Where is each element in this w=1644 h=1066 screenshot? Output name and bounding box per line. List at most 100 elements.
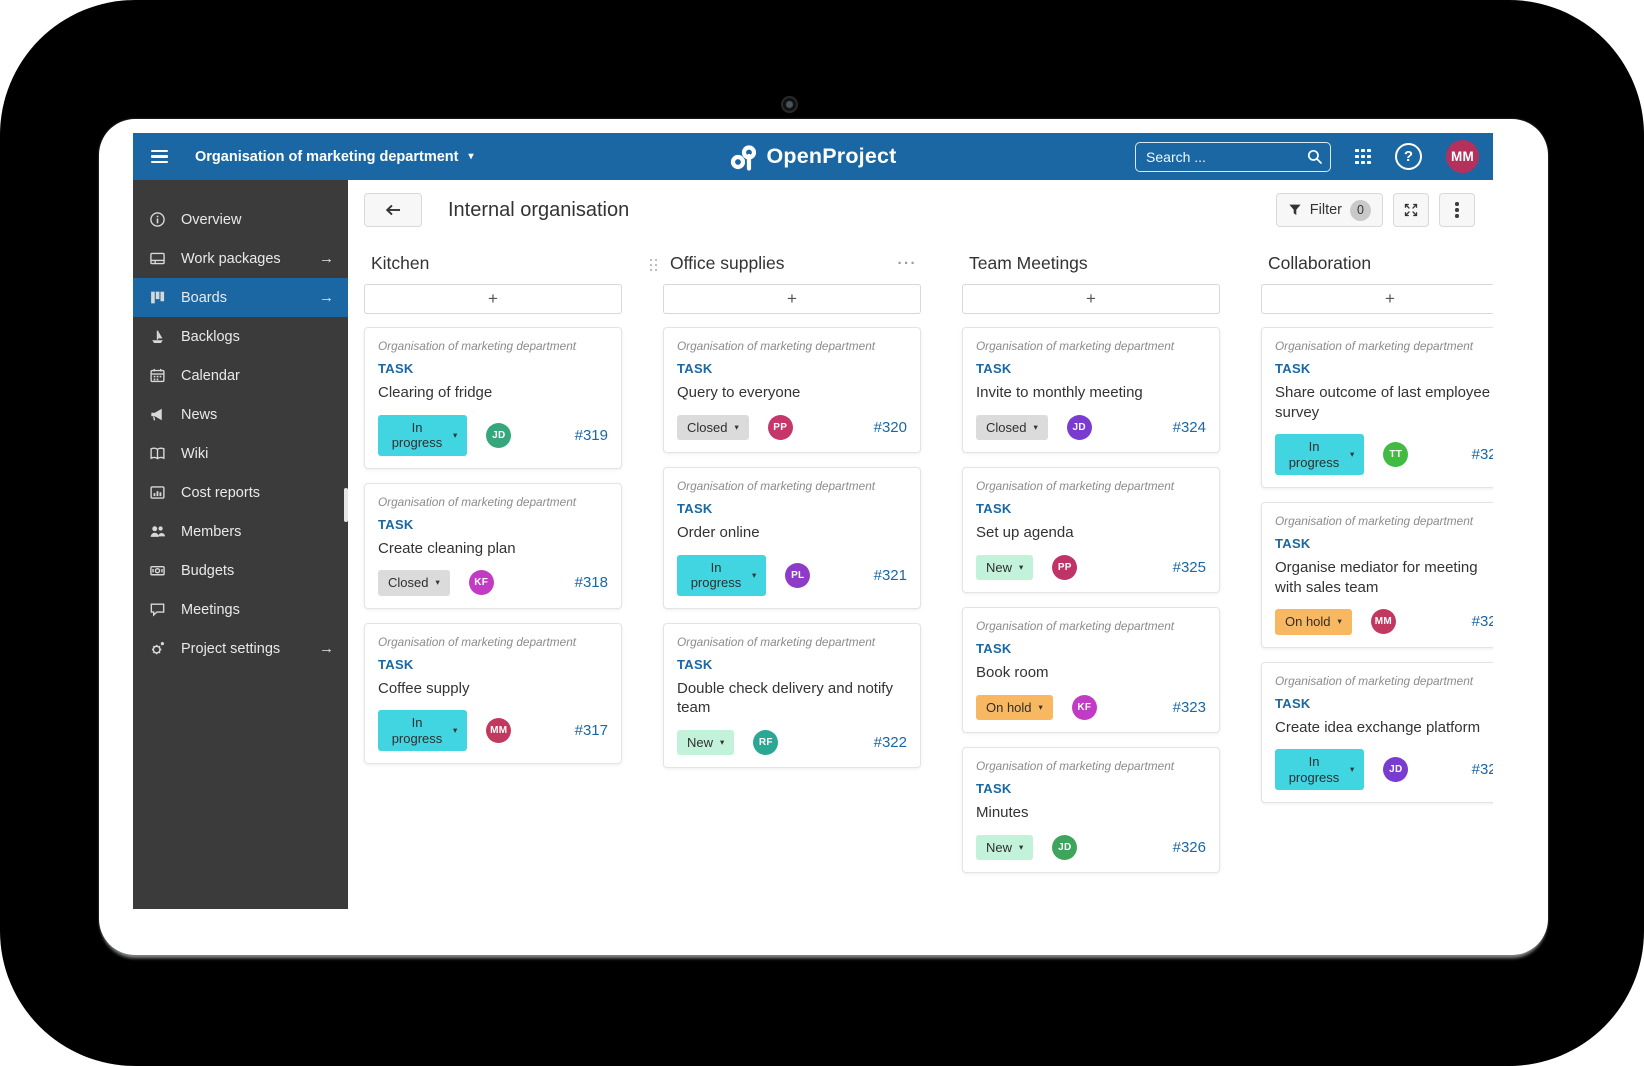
filter-count-badge: 0 — [1350, 199, 1371, 221]
search-input[interactable] — [1135, 141, 1332, 172]
card-project: Organisation of marketing department — [677, 339, 876, 353]
card-type: TASK — [1275, 695, 1311, 711]
card-footer: In progress ▾ JD #319 — [378, 414, 608, 456]
settings-gear-icon — [151, 642, 164, 655]
add-card-button[interactable]: + — [962, 284, 1220, 314]
filter-button-label: Filter — [1309, 202, 1342, 218]
hamburger-menu-icon[interactable] — [151, 149, 168, 164]
work-package-card[interactable]: Organisation of marketing department TAS… — [1261, 661, 1493, 804]
card-id: #318 — [574, 574, 608, 592]
card-title: Book room — [976, 664, 1049, 682]
status-caret-icon: ▾ — [1038, 701, 1043, 712]
status-caret-icon: ▾ — [435, 577, 440, 588]
budgets-icon — [150, 565, 165, 576]
column-title: Team Meetings — [969, 253, 1088, 273]
cost-reports-icon — [150, 486, 165, 499]
card-title: Create idea exchange platform — [1275, 718, 1481, 736]
arrow-left-icon — [385, 204, 400, 216]
card-title: Query to everyone — [677, 384, 801, 401]
work-package-card[interactable]: Organisation of marketing department TAS… — [364, 327, 622, 469]
apps-grid-icon[interactable] — [1355, 148, 1371, 165]
column-menu-button[interactable]: ··· — [897, 255, 917, 272]
add-card-button[interactable]: + — [364, 284, 622, 314]
project-switcher[interactable]: Organisation of marketing department ▾ — [195, 149, 474, 165]
sidebar-item-project-settings[interactable]: Project settings → — [133, 629, 348, 668]
card-type: TASK — [976, 641, 1012, 657]
sidebar-item-work-packages[interactable]: Work packages → — [133, 239, 348, 278]
search-icon[interactable] — [1307, 149, 1323, 165]
board-columns: Kitchen ··· + Organisation of marketing … — [348, 227, 1493, 909]
sidebar-item-members[interactable]: Members — [133, 512, 348, 551]
search-input-wrapper — [1135, 141, 1332, 172]
sidebar-item-budgets[interactable]: Budgets — [133, 551, 348, 590]
work-package-card[interactable]: Organisation of marketing department TAS… — [1261, 502, 1493, 648]
sidebar-item-news[interactable]: News — [133, 395, 348, 434]
card-footer: Closed ▾ PP #320 — [677, 414, 907, 441]
column-title: Kitchen — [371, 253, 430, 273]
status-chip[interactable]: New ▾ — [976, 554, 1034, 581]
add-card-button[interactable]: + — [663, 284, 921, 314]
work-package-card[interactable]: Organisation of marketing department TAS… — [663, 622, 921, 769]
work-package-card[interactable]: Organisation of marketing department TAS… — [663, 467, 921, 609]
project-sidebar: Overview Work packages → — [133, 180, 348, 909]
card-title: Set up agenda — [976, 524, 1074, 542]
sidebar-item-boards[interactable]: Boards → — [133, 278, 348, 317]
user-avatar[interactable]: MM — [1446, 140, 1479, 173]
status-chip[interactable]: New ▾ — [976, 834, 1034, 861]
status-caret-icon: ▾ — [1350, 449, 1355, 460]
avatar: JD — [486, 422, 512, 448]
work-package-card[interactable]: Organisation of marketing department TAS… — [364, 622, 622, 765]
avatar: MM — [1370, 609, 1396, 635]
column-drag-handle-icon[interactable] — [650, 259, 658, 271]
top-navigation-bar: Organisation of marketing department ▾ O… — [133, 133, 1493, 180]
status-chip[interactable]: Closed ▾ — [976, 414, 1048, 441]
work-package-card[interactable]: Organisation of marketing department TAS… — [962, 327, 1220, 454]
card-id: #324 — [1172, 418, 1206, 436]
work-package-card[interactable]: Organisation of marketing department TAS… — [1261, 327, 1493, 489]
sidebar-item-cost-reports[interactable]: Cost reports — [133, 473, 348, 512]
card-list: Organisation of marketing department TAS… — [364, 327, 622, 765]
add-card-button[interactable]: + — [1261, 284, 1493, 314]
work-package-card[interactable]: Organisation of marketing department TAS… — [663, 327, 921, 454]
openproject-logo[interactable]: OpenProject — [729, 133, 896, 180]
card-id: #320 — [873, 418, 907, 436]
more-options-button[interactable] — [1439, 193, 1475, 227]
filter-funnel-icon — [1289, 204, 1301, 215]
work-package-card[interactable]: Organisation of marketing department TAS… — [364, 482, 622, 609]
avatar: KF — [1071, 694, 1097, 720]
status-chip[interactable]: On hold ▾ — [1275, 609, 1352, 635]
card-id: #329 — [1471, 761, 1493, 779]
filter-button[interactable]: Filter 0 — [1275, 193, 1383, 227]
status-chip[interactable]: In progress ▾ — [1275, 434, 1365, 476]
sidebar-item-label: Calendar — [181, 367, 240, 384]
status-chip[interactable]: In progress ▾ — [378, 710, 468, 752]
sidebar-item-label: Cost reports — [181, 484, 260, 501]
board-toolbar: Internal organisation Filter 0 — [348, 180, 1493, 227]
work-package-card[interactable]: Organisation of marketing department TAS… — [962, 607, 1220, 734]
status-chip[interactable]: In progress ▾ — [677, 554, 767, 596]
sidebar-item-wiki[interactable]: Wiki — [133, 434, 348, 473]
sidebar-item-meetings[interactable]: Meetings — [133, 590, 348, 629]
status-caret-icon: ▾ — [453, 429, 458, 440]
status-chip[interactable]: In progress ▾ — [378, 414, 468, 456]
info-icon — [150, 212, 165, 227]
sidebar-item-calendar[interactable]: Calendar — [133, 356, 348, 395]
help-icon[interactable]: ? — [1395, 143, 1422, 170]
card-title: Clearing of fridge — [378, 384, 493, 401]
card-footer: New ▾ JD #326 — [976, 834, 1206, 861]
sidebar-item-overview[interactable]: Overview — [133, 200, 348, 239]
work-package-card[interactable]: Organisation of marketing department TAS… — [962, 747, 1220, 874]
status-chip[interactable]: Closed ▾ — [677, 414, 749, 441]
status-chip[interactable]: New ▾ — [677, 729, 735, 756]
card-id: #319 — [574, 426, 608, 444]
sidebar-item-label: Budgets — [181, 562, 235, 579]
sidebar-resize-handle[interactable] — [344, 488, 348, 522]
board-column: Collaboration ··· + Organisation of mark… — [1261, 253, 1493, 804]
status-chip[interactable]: Closed ▾ — [378, 570, 450, 596]
back-button[interactable] — [364, 193, 422, 227]
sidebar-item-backlogs[interactable]: Backlogs — [133, 317, 348, 356]
work-package-card[interactable]: Organisation of marketing department TAS… — [962, 467, 1220, 594]
status-chip[interactable]: In progress ▾ — [1275, 749, 1365, 791]
status-chip[interactable]: On hold ▾ — [976, 694, 1053, 721]
fullscreen-button[interactable] — [1393, 193, 1429, 227]
